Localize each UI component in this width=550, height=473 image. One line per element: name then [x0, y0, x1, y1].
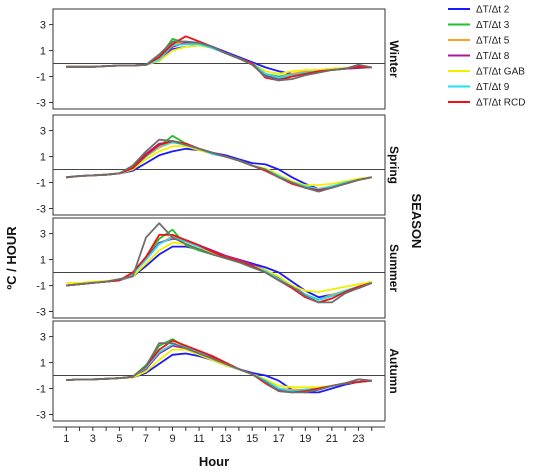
panel-frame: [52, 320, 386, 422]
panel-winter: -3 -1 1 3 Winter: [36, 8, 401, 110]
panel-frame: [52, 8, 386, 110]
legend-item: ΔT/Δt 5: [448, 36, 510, 47]
y-tick-label: 3: [40, 20, 46, 32]
panel-summer: -3 -1 1 3 Summer: [36, 217, 401, 319]
y-tick-label: 3: [40, 332, 46, 344]
panel-frame: [52, 217, 386, 319]
legend-label: ΔT/Δt RCD: [476, 98, 525, 109]
x-axis: 1 3 5 7 9 11 13 15 17 19 21 23: [53, 426, 385, 445]
legend-label: ΔT/Δt 2: [476, 5, 510, 16]
series-line-unlabeled: [66, 342, 372, 394]
legend-item: ΔT/Δt 3: [448, 20, 510, 31]
facet-title: SEASON: [409, 194, 424, 249]
x-tick-label: 9: [169, 433, 175, 445]
chart-panels: -3 -1 1 3 Winter -3 -1 1 3 Spring -3 -1 1 3 Summer -3 -1…: [36, 8, 401, 422]
panel-spring: -3 -1 1 3 Spring: [36, 114, 401, 216]
y-tick-label: -3: [36, 98, 46, 110]
series-line-unlabeled: [66, 138, 372, 193]
legend-item: ΔT/Δt GAB: [448, 67, 525, 78]
x-tick-label: 17: [273, 433, 285, 445]
y-tick-label: 1: [40, 46, 46, 58]
panel-label: Winter: [387, 40, 401, 78]
y-tick-label: -1: [36, 72, 46, 84]
y-tick-label: -3: [36, 204, 46, 216]
legend-item: ΔT/Δt 9: [448, 82, 510, 93]
panel-label: Autumn: [387, 348, 401, 393]
y-tick-label: 1: [40, 255, 46, 267]
x-tick-label: 11: [193, 433, 204, 445]
y-tick-label: 3: [40, 126, 46, 138]
legend-label: ΔT/Δt 5: [476, 36, 510, 47]
x-tick-label: 1: [63, 433, 69, 445]
series-line-unlabeled: [66, 40, 372, 82]
y-tick-label: -1: [36, 178, 46, 190]
y-tick-label: -3: [36, 410, 46, 422]
y-tick-label: -3: [36, 307, 46, 319]
panel-label: Summer: [387, 244, 401, 292]
legend-label: ΔT/Δt GAB: [476, 67, 525, 78]
x-tick-label: 7: [143, 433, 149, 445]
y-tick-label: -1: [36, 281, 46, 293]
panel-label: Spring: [387, 146, 401, 184]
x-tick-label: 15: [246, 433, 258, 445]
legend-label: ΔT/Δt 9: [476, 82, 510, 93]
y-axis-title: ºC / HOUR: [4, 226, 19, 290]
x-axis-title: Hour: [199, 454, 229, 469]
legend-item: ΔT/Δt 2: [448, 5, 510, 16]
legend-label: ΔT/Δt 3: [476, 20, 510, 31]
x-tick-label: 3: [90, 433, 96, 445]
x-tick-label: 19: [299, 433, 311, 445]
panel-frame: [52, 114, 386, 216]
y-tick-label: 1: [40, 152, 46, 164]
y-tick-label: 1: [40, 358, 46, 370]
y-tick-label: -1: [36, 384, 46, 396]
y-tick-label: 3: [40, 229, 46, 241]
x-tick-label: 5: [116, 433, 122, 445]
x-tick-label: 23: [352, 433, 364, 445]
legend-item: ΔT/Δt 8: [448, 51, 510, 62]
x-tick-label: 13: [220, 433, 232, 445]
x-tick-label: 21: [326, 433, 338, 445]
panel-autumn: -3 -1 1 3 Autumn: [36, 320, 401, 422]
series-line-unlabeled: [66, 222, 373, 304]
chart-legend: ΔT/Δt 2 ΔT/Δt 3 ΔT/Δt 5 ΔT/Δt 8 ΔT/Δt GAB ΔT/…: [448, 5, 525, 109]
legend-label: ΔT/Δt 8: [476, 51, 510, 62]
legend-item: ΔT/Δt RCD: [448, 98, 525, 109]
